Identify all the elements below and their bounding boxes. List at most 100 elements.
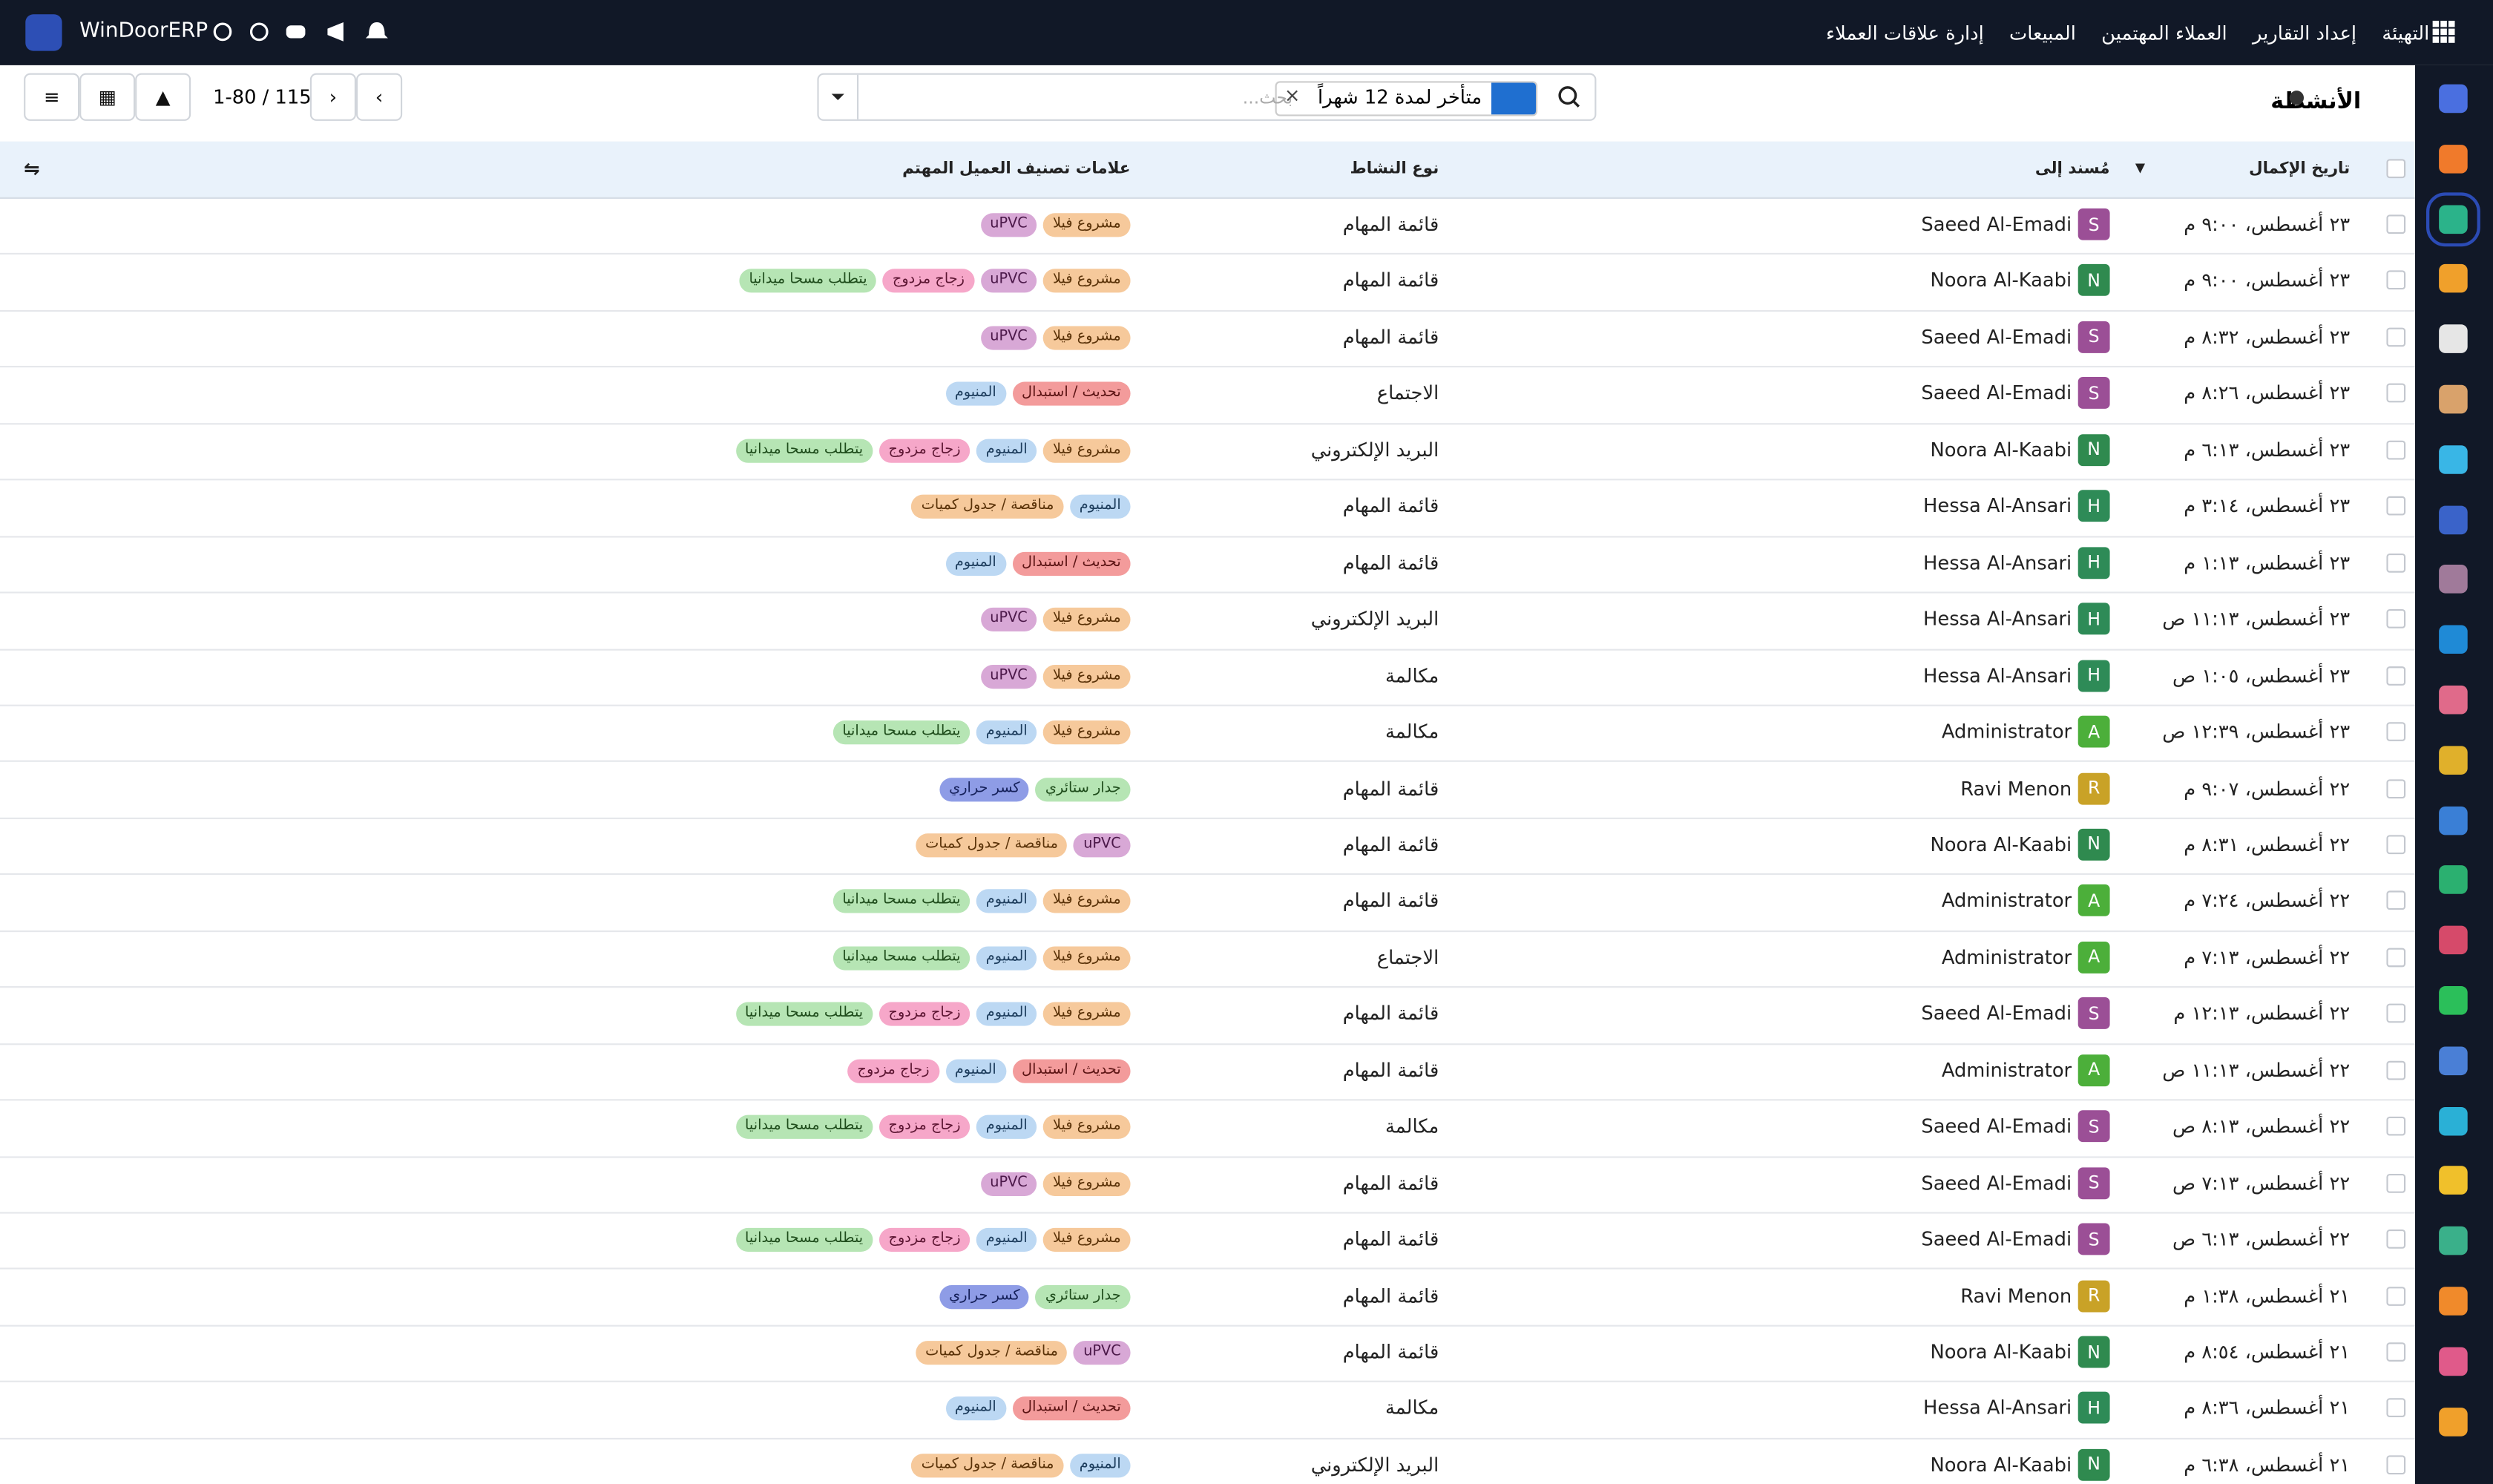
table-row[interactable]: ٢٣ أغسطس، ١:١٣ م H Hessa Al-Ansari قائمة ال… <box>0 536 2415 594</box>
table-row[interactable]: ٢٣ أغسطس، ٣:١٤ م H Hessa Al-Ansari قائمة ال… <box>0 479 2415 537</box>
row-checkbox[interactable] <box>2386 1117 2406 1136</box>
column-header[interactable]: مُسند إلى <box>2034 160 2110 179</box>
table-row[interactable]: ٢٣ أغسطس، ٨:٢٦ م S Saeed Al-Emadi الاجتماع ت… <box>0 367 2415 424</box>
table-row[interactable]: ٢٢ أغسطس، ١١:١٣ ص A Administrator قائمة الم… <box>0 1043 2415 1101</box>
row-checkbox[interactable] <box>2386 948 2406 967</box>
row-checkbox[interactable] <box>2386 327 2406 347</box>
apps-icon[interactable] <box>2432 20 2455 43</box>
pivot-view-button[interactable]: ▦ <box>79 73 136 121</box>
app-icon[interactable] <box>2439 444 2468 474</box>
app-icon[interactable] <box>2439 1407 2468 1436</box>
row-checkbox[interactable] <box>2386 496 2406 516</box>
row-checkbox[interactable] <box>2386 891 2406 910</box>
row-checkbox[interactable] <box>2386 835 2406 854</box>
row-checkbox[interactable] <box>2386 778 2406 798</box>
app-icon[interactable] <box>2439 1227 2468 1255</box>
row-checkbox[interactable] <box>2386 1399 2406 1418</box>
search-box[interactable]: متأخر لمدة 12 شهراً × بحث... <box>817 73 1597 121</box>
optional-columns-toggle[interactable]: ⇋ <box>24 157 40 180</box>
table-row[interactable]: ٢١ أغسطس، ٨:٣٦ م H Hessa Al-Ansari مكالمة تح… <box>0 1382 2415 1439</box>
search-placeholder[interactable]: بحث... <box>1242 87 1293 108</box>
logo[interactable] <box>25 14 62 51</box>
facet-remove[interactable]: × <box>1284 84 1301 107</box>
app-icon[interactable] <box>2439 84 2468 114</box>
table-row[interactable]: ٢١ أغسطس، ١:٣٨ م R Ravi Menon قائمة المهام ج… <box>0 1269 2415 1327</box>
table-row[interactable]: ٢٣ أغسطس، ٦:١٣ م N Noora Al-Kaabi البريد ال… <box>0 423 2415 481</box>
menu-item[interactable]: العملاء المهتمين <box>2101 21 2227 44</box>
app-icon[interactable] <box>2439 1046 2468 1075</box>
row-checkbox[interactable] <box>2386 1455 2406 1474</box>
app-icon[interactable] <box>2439 324 2468 354</box>
app-icon[interactable] <box>2439 384 2468 414</box>
table-row[interactable]: ٢١ أغسطس، ٦:٣٨ م N Noora Al-Kaabi البريد ال… <box>0 1438 2415 1484</box>
row-checkbox[interactable] <box>2386 1004 2406 1023</box>
app-icon[interactable] <box>2439 745 2468 775</box>
table-row[interactable]: ٢٣ أغسطس، ٩:٠٠ م S Saeed Al-Emadi قائمة الم… <box>0 197 2415 255</box>
table-row[interactable]: ٢٢ أغسطس، ٧:١٣ ص S Saeed Al-Emadi قائمة الم… <box>0 1156 2415 1214</box>
table-row[interactable]: ٢٢ أغسطس، ٨:٣١ م N Noora Al-Kaabi قائمة الم… <box>0 818 2415 876</box>
row-checkbox[interactable] <box>2386 609 2406 629</box>
table-row[interactable]: ٢١ أغسطس، ٨:٥٤ م N Noora Al-Kaabi قائمة الم… <box>0 1325 2415 1383</box>
menu-item[interactable]: التهيئة <box>2382 21 2430 44</box>
app-icon[interactable] <box>2426 191 2480 246</box>
table-row[interactable]: ٢٣ أغسطس، ١١:١٣ ص H Hessa Al-Ansari البريد … <box>0 592 2415 650</box>
app-icon[interactable] <box>2439 1347 2468 1376</box>
row-checkbox[interactable] <box>2386 1286 2406 1305</box>
app-icon[interactable] <box>2439 805 2468 835</box>
table-row[interactable]: ٢٢ أغسطس، ١٢:١٣ م S Saeed Al-Emadi قائمة ال… <box>0 987 2415 1045</box>
app-icon[interactable] <box>2439 1106 2468 1135</box>
table-row[interactable]: ٢٢ أغسطس، ٧:٢٤ م A Administrator قائمة المه… <box>0 874 2415 932</box>
gear-icon[interactable] <box>2289 91 2304 105</box>
app-icon[interactable] <box>2439 264 2468 294</box>
app-icon[interactable] <box>2439 625 2468 654</box>
brand[interactable]: WinDoorERP <box>79 19 208 43</box>
list-view-button[interactable]: ≡ <box>24 73 80 121</box>
select-all-checkbox[interactable] <box>2386 159 2406 179</box>
announce-icon[interactable] <box>327 22 344 42</box>
app-icon[interactable] <box>2439 1287 2468 1316</box>
bell-icon[interactable] <box>365 22 388 39</box>
table-row[interactable]: ٢٢ أغسطس، ٩:٠٧ م R Ravi Menon قائمة المهام ج… <box>0 761 2415 819</box>
table-row[interactable]: ٢٣ أغسطس، ٨:٣٢ م S Saeed Al-Emadi قائمة الم… <box>0 310 2415 368</box>
row-checkbox[interactable] <box>2386 1342 2406 1362</box>
app-icon[interactable] <box>2439 505 2468 534</box>
column-header[interactable]: علامات تصنيف العميل المهتم <box>902 160 1131 179</box>
table-row[interactable]: ٢٢ أغسطس، ٨:١٣ ص S Saeed Al-Emadi مكالمة مشر… <box>0 1100 2415 1158</box>
app-icon[interactable] <box>2439 685 2468 715</box>
clock-icon[interactable] <box>213 22 232 42</box>
search-dropdown[interactable] <box>819 74 859 119</box>
row-checkbox[interactable] <box>2386 553 2406 573</box>
graph-view-button[interactable]: ▲ <box>135 73 191 121</box>
row-checkbox[interactable] <box>2386 1060 2406 1080</box>
menu-item[interactable]: المبيعات <box>2009 21 2076 44</box>
table-row[interactable]: ٢٢ أغسطس، ٧:١٣ م A Administrator الاجتماع مش… <box>0 930 2415 988</box>
pager-value[interactable]: 1-80 / 115 <box>213 85 312 108</box>
app-icon[interactable] <box>2439 565 2468 594</box>
app-icon[interactable] <box>2439 986 2468 1015</box>
table-row[interactable]: ٢٣ أغسطس، ١:٠٥ ص H Hessa Al-Ansari مكالمة مش… <box>0 649 2415 706</box>
help-icon[interactable] <box>249 22 269 42</box>
column-header[interactable]: نوع النشاط <box>1350 160 1439 179</box>
menu-item[interactable]: إعداد التقارير <box>2252 21 2357 44</box>
pager-next[interactable]: › <box>309 73 356 121</box>
app-icon[interactable] <box>2439 925 2468 955</box>
table-row[interactable]: ٢٢ أغسطس، ٦:١٣ ص S Saeed Al-Emadi قائمة الم… <box>0 1212 2415 1270</box>
app-icon[interactable] <box>2439 144 2468 174</box>
row-checkbox[interactable] <box>2386 722 2406 742</box>
app-icon[interactable] <box>2439 1166 2468 1195</box>
row-checkbox[interactable] <box>2386 214 2406 234</box>
table-row[interactable]: ٢٣ أغسطس، ١٢:٣٩ ص A Administrator مكالمة مشر… <box>0 705 2415 763</box>
app-icon[interactable] <box>2439 865 2468 895</box>
row-checkbox[interactable] <box>2386 384 2406 404</box>
column-header[interactable]: تاريخ الإكمال <box>2248 160 2351 179</box>
pager-prev[interactable]: ‹ <box>356 73 403 121</box>
search-button[interactable] <box>1544 75 1595 119</box>
menu-item[interactable]: إدارة علاقات العملاء <box>1826 21 1984 44</box>
row-checkbox[interactable] <box>2386 666 2406 686</box>
row-checkbox[interactable] <box>2386 440 2406 460</box>
table-row[interactable]: ٢٣ أغسطس، ٩:٠٠ م N Noora Al-Kaabi قائمة الم… <box>0 254 2415 312</box>
row-checkbox[interactable] <box>2386 1173 2406 1192</box>
row-checkbox[interactable] <box>2386 271 2406 291</box>
chat-icon[interactable] <box>286 25 306 39</box>
row-checkbox[interactable] <box>2386 1229 2406 1249</box>
